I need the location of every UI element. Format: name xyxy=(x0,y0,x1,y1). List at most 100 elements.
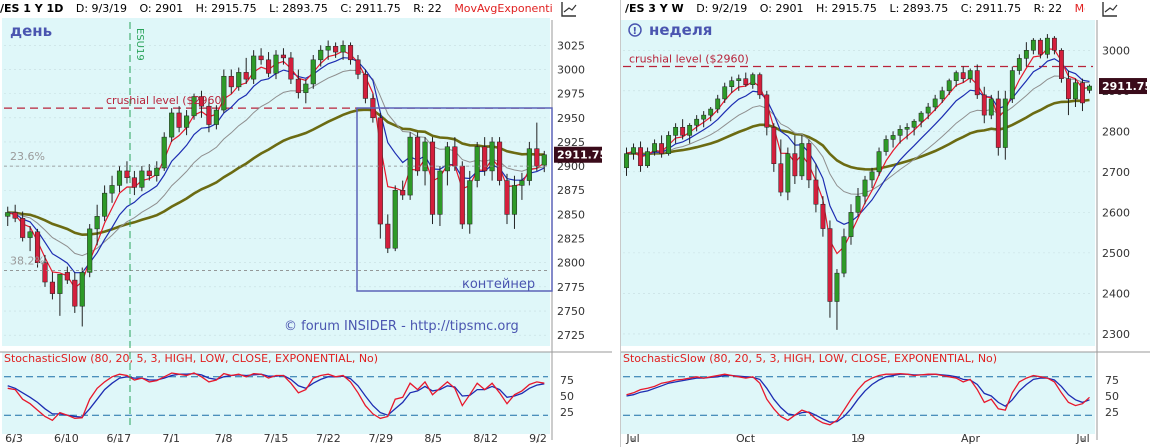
candle-body[interactable] xyxy=(139,170,145,188)
candle-body[interactable] xyxy=(392,189,398,249)
candle-body[interactable] xyxy=(131,177,137,188)
candle-body[interactable] xyxy=(792,153,798,177)
candle-body[interactable] xyxy=(280,54,287,59)
candle-body[interactable] xyxy=(932,98,938,108)
alert-icon[interactable] xyxy=(628,23,642,37)
candle-body[interactable] xyxy=(146,170,152,177)
candle-body[interactable] xyxy=(415,136,421,172)
candle-body[interactable] xyxy=(87,228,93,273)
candle-body[interactable] xyxy=(154,167,160,177)
candle-body[interactable] xyxy=(659,143,665,154)
candle-body[interactable] xyxy=(288,57,294,80)
candle-body[interactable] xyxy=(855,195,861,213)
candle-body[interactable] xyxy=(519,180,525,186)
candle-body[interactable] xyxy=(771,127,777,164)
candle-body[interactable] xyxy=(1087,85,1092,91)
candle-body[interactable] xyxy=(213,109,219,125)
candle-body[interactable] xyxy=(258,55,264,61)
left-indicator-label[interactable]: MovAvgExponential (CLOSE,... xyxy=(454,2,552,15)
candle-body[interactable] xyxy=(482,146,488,172)
candle-body[interactable] xyxy=(652,143,657,152)
candle-body[interactable] xyxy=(444,146,450,172)
candle-body[interactable] xyxy=(834,272,840,302)
candle-body[interactable] xyxy=(377,117,383,225)
candle-body[interactable] xyxy=(946,80,952,92)
candle-body[interactable] xyxy=(504,180,510,215)
candle-body[interactable] xyxy=(34,231,41,263)
candle-body[interactable] xyxy=(251,55,257,80)
candle-body[interactable] xyxy=(925,106,931,114)
candle-body[interactable] xyxy=(1002,98,1008,148)
candle-body[interactable] xyxy=(124,170,130,178)
chart-settings-icon[interactable] xyxy=(558,0,584,18)
candle-body[interactable] xyxy=(631,147,636,154)
candle-body[interactable] xyxy=(511,185,518,215)
candle-body[interactable] xyxy=(694,118,700,126)
candle-body[interactable] xyxy=(191,96,197,117)
candle-body[interactable] xyxy=(673,127,679,136)
candle-body[interactable] xyxy=(437,170,443,215)
candle-body[interactable] xyxy=(27,231,33,238)
candle-body[interactable] xyxy=(303,83,309,93)
candle-body[interactable] xyxy=(102,192,108,217)
candle-body[interactable] xyxy=(960,72,966,79)
candle-body[interactable] xyxy=(848,212,854,237)
candle-body[interactable] xyxy=(743,78,749,85)
candle-body[interactable] xyxy=(422,141,428,172)
candle-body[interactable] xyxy=(340,45,346,53)
candle-body[interactable] xyxy=(638,147,643,167)
candle-body[interactable] xyxy=(236,72,242,88)
candle-body[interactable] xyxy=(883,139,889,152)
candle-body[interactable] xyxy=(198,96,205,107)
candle-body[interactable] xyxy=(939,90,945,100)
left-symbol[interactable]: /ES 1 Y 1D xyxy=(0,2,64,15)
candle-body[interactable] xyxy=(778,163,784,193)
candle-body[interactable] xyxy=(981,94,987,116)
candle-body[interactable] xyxy=(94,216,100,230)
candle-body[interactable] xyxy=(295,78,301,93)
candle-body[interactable] xyxy=(827,228,833,302)
right-symbol[interactable]: /ES 3 Y W xyxy=(625,2,684,15)
candle-body[interactable] xyxy=(467,180,473,225)
candle-body[interactable] xyxy=(310,59,316,85)
candle-body[interactable] xyxy=(161,136,167,169)
candle-body[interactable] xyxy=(785,153,791,193)
candle-body[interactable] xyxy=(497,141,503,181)
right-indicator-label[interactable]: MovAvg... xyxy=(1074,2,1085,15)
candle-body[interactable] xyxy=(64,272,70,281)
candle-body[interactable] xyxy=(806,143,812,181)
candle-body[interactable] xyxy=(385,223,391,249)
candle-body[interactable] xyxy=(452,146,458,167)
candle-body[interactable] xyxy=(273,54,279,74)
candle-body[interactable] xyxy=(362,74,368,99)
candle-body[interactable] xyxy=(967,70,973,79)
candle-body[interactable] xyxy=(820,204,826,229)
candle-body[interactable] xyxy=(400,189,406,196)
candle-body[interactable] xyxy=(680,127,686,136)
candle-body[interactable] xyxy=(722,86,728,100)
candle-body[interactable] xyxy=(715,98,721,110)
candle-body[interactable] xyxy=(862,179,868,197)
candle-body[interactable] xyxy=(890,135,896,140)
candle-body[interactable] xyxy=(729,80,735,88)
candle-body[interactable] xyxy=(221,75,227,111)
candle-body[interactable] xyxy=(109,185,115,194)
candle-body[interactable] xyxy=(757,74,763,96)
candle-body[interactable] xyxy=(243,72,249,80)
candle-body[interactable] xyxy=(645,151,650,167)
candle-body[interactable] xyxy=(318,49,324,61)
candle-body[interactable] xyxy=(1080,82,1085,104)
candle-body[interactable] xyxy=(1016,58,1022,71)
candle-body[interactable] xyxy=(474,146,480,181)
candle-body[interactable] xyxy=(995,98,1001,148)
candle-body[interactable] xyxy=(953,72,959,81)
candle-body[interactable] xyxy=(72,279,78,307)
candle-body[interactable] xyxy=(1037,39,1043,55)
candle-body[interactable] xyxy=(764,94,770,128)
candle-body[interactable] xyxy=(841,236,847,274)
candle-body[interactable] xyxy=(799,143,805,177)
candle-body[interactable] xyxy=(206,105,212,125)
candle-body[interactable] xyxy=(489,141,495,172)
candle-body[interactable] xyxy=(355,59,361,75)
candle-body[interactable] xyxy=(534,148,540,167)
